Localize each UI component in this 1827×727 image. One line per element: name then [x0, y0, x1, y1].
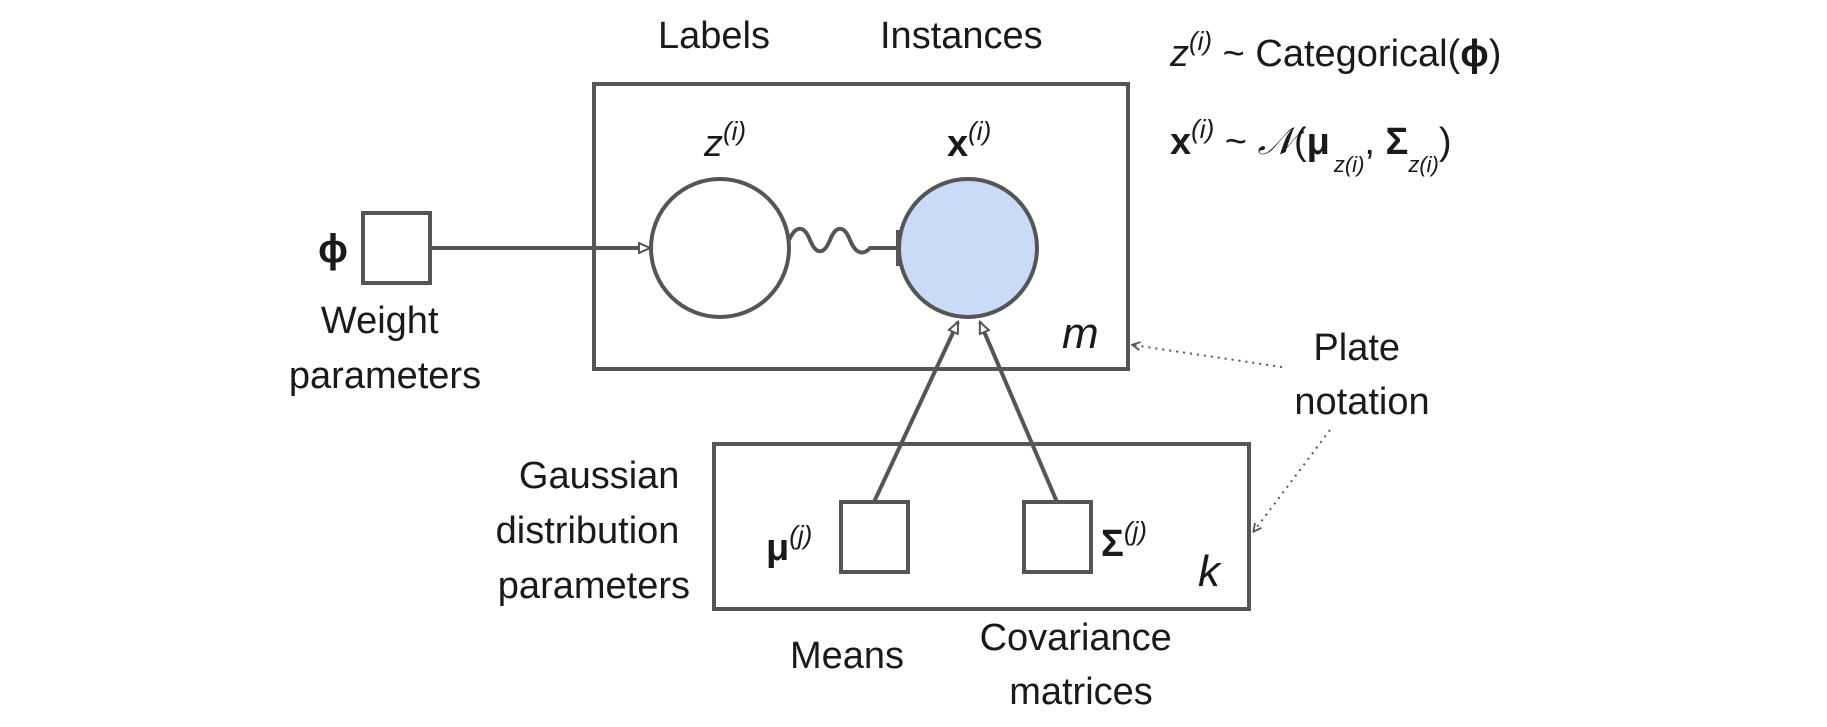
equation-x-mu-sub: z(i)	[1333, 152, 1365, 177]
gaussian-plate	[712, 442, 1251, 611]
plate-notation-pointer-m	[1133, 345, 1283, 368]
mu-node-label: μ(j)	[766, 520, 812, 569]
sigma-symbol: Σ	[1101, 523, 1124, 565]
gaussian-params-line-2: distribution	[496, 510, 680, 552]
equation-z-var: z	[1169, 33, 1189, 75]
equation-x-mu: μ	[1307, 121, 1330, 163]
z-node-label: z(i)	[703, 116, 746, 165]
z-latent-node	[649, 177, 791, 319]
weight-params-line-1: Weight	[321, 300, 439, 342]
equation-x-sigma: Σ	[1386, 121, 1409, 163]
z-node-sup: (i)	[723, 116, 746, 146]
gaussian-params-label: Gaussian distribution parameters	[496, 455, 690, 607]
equation-z-sup: (i)	[1189, 26, 1212, 56]
covariance-label: Covariance matrices	[980, 617, 1183, 713]
sigma-to-x-edge	[978, 322, 1059, 503]
gaussian-params-line-1: Gaussian	[519, 455, 680, 497]
x-node-sup: (i)	[968, 116, 991, 146]
equation-x-tilde: ~	[1214, 121, 1257, 163]
equation-z: z(i) ~ Categorical(ϕ)	[1169, 26, 1501, 75]
x-node-var: x	[947, 123, 968, 165]
weight-params-label: Weight parameters	[289, 300, 481, 397]
equation-z-rest: ~ Categorical(	[1212, 33, 1461, 75]
equation-x-var: x	[1170, 121, 1191, 163]
sigma-node-label: Σ(j)	[1101, 516, 1147, 565]
covariance-line-1: Covariance	[980, 617, 1172, 659]
gaussian-params-line-3: parameters	[498, 565, 690, 607]
sigma-node	[1022, 500, 1093, 574]
phi-symbol: ϕ	[318, 227, 348, 271]
equation-x-close: )	[1439, 121, 1452, 163]
plate-notation-line-1: Plate	[1313, 327, 1400, 369]
instances-plate	[592, 82, 1130, 371]
phi-node	[361, 211, 432, 285]
equation-x-sigma-sub: z(i)	[1407, 152, 1439, 177]
means-label: Means	[790, 635, 904, 677]
labels-header: Labels	[658, 15, 770, 57]
plate-notation-label: Plate notation	[1294, 327, 1429, 423]
weight-params-line-2: parameters	[289, 355, 481, 397]
mu-node	[839, 500, 910, 574]
plate-notation-line-2: notation	[1294, 381, 1429, 423]
equation-z-close: )	[1489, 33, 1502, 75]
covariance-line-2: matrices	[1009, 671, 1153, 713]
plate-notation-pointer-k	[1254, 429, 1331, 531]
mu-to-x-edge	[872, 322, 960, 503]
equation-x-sup: (i)	[1191, 114, 1214, 144]
mu-sup: (j)	[789, 520, 812, 550]
equation-x: x(i) ~ 𝒩(μz(i), Σz(i))	[1170, 114, 1452, 177]
equation-z-phi: ϕ	[1460, 33, 1488, 75]
equation-x-open: (	[1294, 121, 1307, 163]
z-node-var: z	[703, 123, 723, 165]
equation-x-comma: ,	[1364, 121, 1385, 163]
z-x-squiggle-edge	[787, 226, 898, 255]
plate-k-label: k	[1198, 547, 1222, 596]
sigma-sup: (j)	[1124, 516, 1147, 546]
x-observed-node	[897, 177, 1039, 319]
instances-header: Instances	[880, 15, 1043, 57]
mu-symbol: μ	[766, 527, 789, 569]
plate-m-label: m	[1062, 309, 1099, 358]
x-node-label: x(i)	[947, 116, 991, 165]
